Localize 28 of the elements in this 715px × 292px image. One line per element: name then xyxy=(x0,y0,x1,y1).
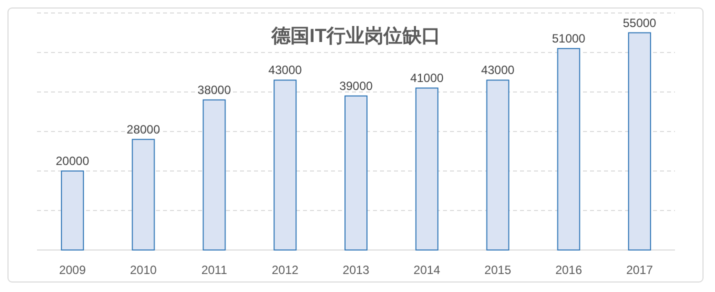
bar xyxy=(557,48,580,250)
data-label: 41000 xyxy=(410,71,444,86)
x-tick-label: 2015 xyxy=(484,263,512,277)
x-tick-label: 2012 xyxy=(272,263,299,277)
x-tick-label: 2014 xyxy=(414,263,441,277)
x-tick-label: 2013 xyxy=(342,263,370,277)
x-tick-label: 2010 xyxy=(130,263,158,277)
bar xyxy=(486,80,510,250)
x-tick-label: 2011 xyxy=(201,263,228,277)
data-label: 43000 xyxy=(268,63,302,78)
bar xyxy=(60,170,84,250)
data-label: 20000 xyxy=(56,154,90,168)
bar xyxy=(202,99,226,250)
x-tick-label: 2009 xyxy=(59,263,86,277)
data-label: 43000 xyxy=(481,63,515,78)
x-tick-label: 2017 xyxy=(626,263,654,277)
bar xyxy=(344,95,368,250)
x-tick-label: 2016 xyxy=(555,263,582,277)
data-label: 55000 xyxy=(622,16,657,30)
data-label: 38000 xyxy=(198,82,232,97)
data-label: 51000 xyxy=(552,32,586,46)
data-label: 39000 xyxy=(339,78,374,93)
text: 德国IT行业岗位缺口 xyxy=(270,25,440,47)
bar xyxy=(415,88,438,250)
data-label: 28000 xyxy=(126,122,160,136)
bar xyxy=(274,80,297,250)
bar xyxy=(132,138,155,250)
bar xyxy=(628,32,652,250)
